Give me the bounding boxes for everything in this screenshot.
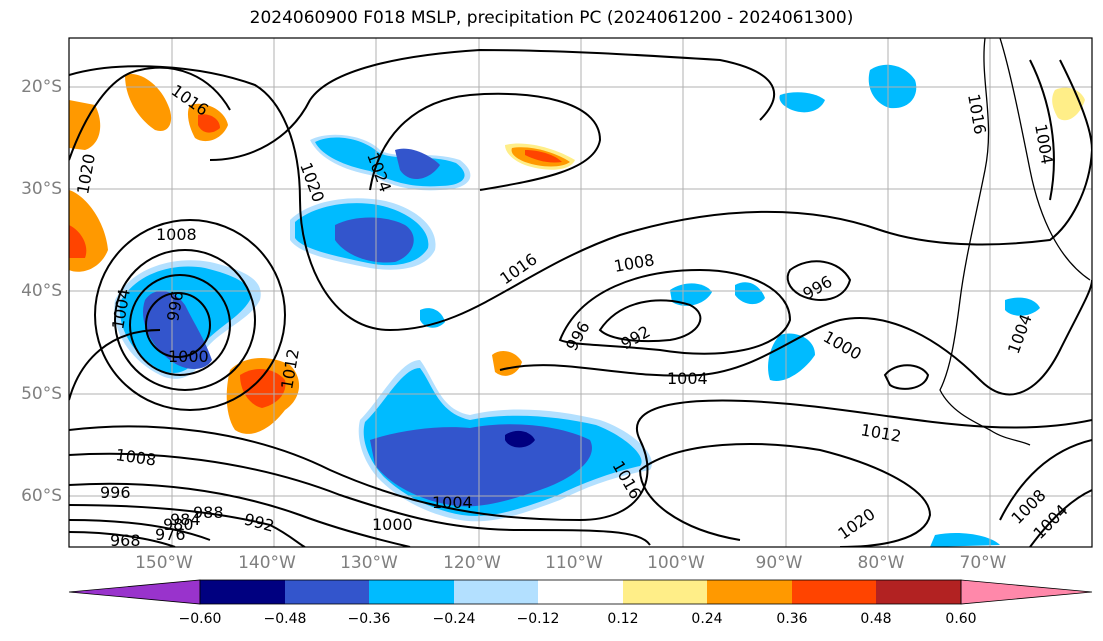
contour-label: 988 xyxy=(193,503,224,522)
coastline xyxy=(939,38,1091,446)
contour-label: 984 xyxy=(170,510,201,529)
lat-label: 40°S xyxy=(21,281,62,301)
lon-label: 100°W xyxy=(647,553,705,573)
colorbar-tick: −0.12 xyxy=(516,611,560,627)
colorbar-segment xyxy=(200,580,285,604)
precip-area xyxy=(670,283,712,306)
contour-label: 976 xyxy=(155,525,186,544)
precip-area xyxy=(779,92,825,113)
colorbar-segment xyxy=(707,580,792,604)
colorbar-segment xyxy=(623,580,707,604)
lat-label: 30°S xyxy=(21,179,62,199)
lon-label: 150°W xyxy=(135,553,193,573)
contour-label: 1008 xyxy=(156,225,197,244)
precip-area xyxy=(335,217,414,263)
colorbar-segment xyxy=(369,580,454,604)
colorbar-tick: 0.12 xyxy=(607,611,639,627)
contour-label: 1000 xyxy=(372,515,413,534)
colorbar-extend-min xyxy=(68,579,201,605)
colorbar-tick: 0.24 xyxy=(691,611,723,627)
precip-area xyxy=(930,533,1000,547)
colorbar-segment xyxy=(876,580,961,604)
precip-area xyxy=(505,430,535,448)
colorbar-tick: 0.36 xyxy=(776,611,808,627)
precip-area xyxy=(370,424,592,507)
colorbar-tick: −0.48 xyxy=(263,611,307,627)
map-title: 2024060900 F018 MSLP, precipitation PC (… xyxy=(249,8,854,28)
contour-label: 1004 xyxy=(432,493,473,512)
lon-label: 90°W xyxy=(755,553,803,573)
precip-area xyxy=(768,333,815,381)
precip-area xyxy=(395,148,440,180)
contour-label: 980 xyxy=(163,515,194,534)
colorbar-segment xyxy=(454,580,538,604)
precip-area xyxy=(142,290,212,369)
precip-area xyxy=(868,64,917,109)
colorbar-tick: 0.48 xyxy=(860,611,892,627)
precip-area xyxy=(1005,297,1040,316)
precipitation-shading xyxy=(69,64,1085,547)
contour-label: 968 xyxy=(110,531,141,550)
isobar-contours xyxy=(69,48,1092,547)
colorbar-segment xyxy=(792,580,876,604)
colorbar-segment xyxy=(285,580,369,604)
colorbar-tick: 0.60 xyxy=(945,611,977,627)
lon-label: 110°W xyxy=(545,553,603,573)
colorbar-tick: −0.24 xyxy=(432,611,476,627)
colorbar-tick: −0.36 xyxy=(347,611,391,627)
colorbar-extend-max xyxy=(960,579,1093,605)
precip-area xyxy=(198,114,220,133)
colorbar xyxy=(68,579,1093,605)
precip-area xyxy=(69,225,87,258)
colorbar-tick: −0.60 xyxy=(178,611,222,627)
contour-label: 1000 xyxy=(168,347,209,366)
lat-label: 60°S xyxy=(21,486,62,506)
precip-area xyxy=(492,350,522,376)
precip-area xyxy=(735,282,765,305)
contour-label: 996 xyxy=(100,483,131,502)
lon-label: 120°W xyxy=(443,553,501,573)
lon-label: 70°W xyxy=(959,553,1007,573)
lon-label: 80°W xyxy=(857,553,905,573)
colorbar-segment xyxy=(538,580,623,604)
lat-label: 20°S xyxy=(21,77,62,97)
precip-area xyxy=(525,150,562,163)
lat-label: 50°S xyxy=(21,384,62,404)
lon-label: 140°W xyxy=(238,553,296,573)
map-frame xyxy=(68,37,1093,548)
precip-area xyxy=(125,74,172,131)
contour-label: 1004 xyxy=(667,369,708,388)
lon-label: 130°W xyxy=(340,553,398,573)
